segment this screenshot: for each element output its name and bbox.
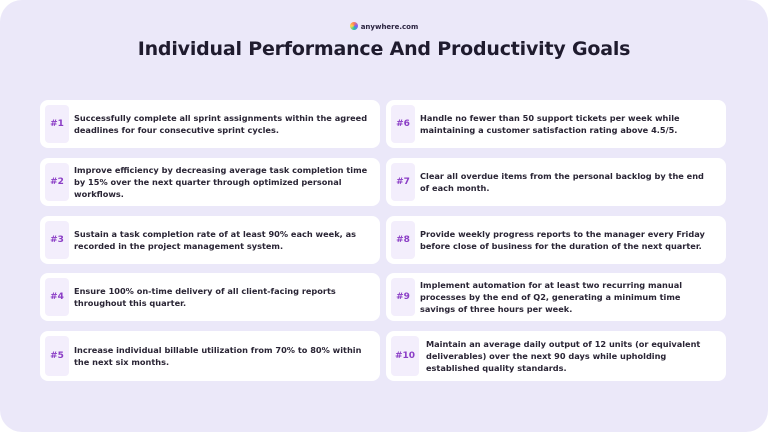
goal-number: #4 [45,278,69,316]
goal-card: #4 Ensure 100% on-time delivery of all cl… [40,273,380,321]
goal-card: #8 Provide weekly progress reports to the… [386,216,726,264]
goal-text: Improve efficiency by decreasing average… [74,165,368,199]
goal-card: #5 Increase individual billable utilizati… [40,331,380,381]
goal-card: #1 Successfully complete all sprint assig… [40,100,380,148]
goal-card: #10 Maintain an average daily output of 1… [386,331,726,381]
goal-number: #6 [391,105,415,143]
goal-card: #9 Implement automation for at least two … [386,273,726,321]
goal-number: #3 [45,221,69,259]
goal-card: #7 Clear all overdue items from the perso… [386,158,726,206]
logo-text: anywhere.com [360,23,419,31]
goal-text: Handle no fewer than 50 support tickets … [420,113,680,135]
goal-number: #10 [391,336,419,376]
goal-card: #3 Sustain a task completion rate of at l… [40,216,380,264]
goal-text: Provide weekly progress reports to the m… [420,229,705,251]
goal-card: #2 Improve efficiency by decreasing avera… [40,158,380,206]
title: Individual Performance And Productivity … [137,38,631,60]
goal-number: #1 [45,105,69,143]
goal-card: #6 Handle no fewer than 50 support ticket… [386,100,726,148]
goal-text: Ensure 100% on-time delivery of all clie… [74,286,336,308]
goal-text: Sustain a task completion rate of at lea… [74,229,357,251]
goal-number: #2 [45,163,69,201]
goal-number: #9 [391,278,415,316]
logo-icon [349,22,358,30]
goal-number: #8 [391,221,415,259]
goal-number: #7 [391,163,415,201]
goal-text: Implement automation for at least two re… [420,280,683,314]
goal-number: #5 [45,336,69,376]
goal-text: Clear all overdue items from the persona… [420,171,704,193]
goal-text: Successfully complete all sprint assignm… [74,113,368,135]
goal-text: Increase individual billable utilization… [74,345,362,367]
goal-text: Maintain an average daily output of 12 u… [426,339,701,373]
logo: anywhere.com [0,22,768,31]
